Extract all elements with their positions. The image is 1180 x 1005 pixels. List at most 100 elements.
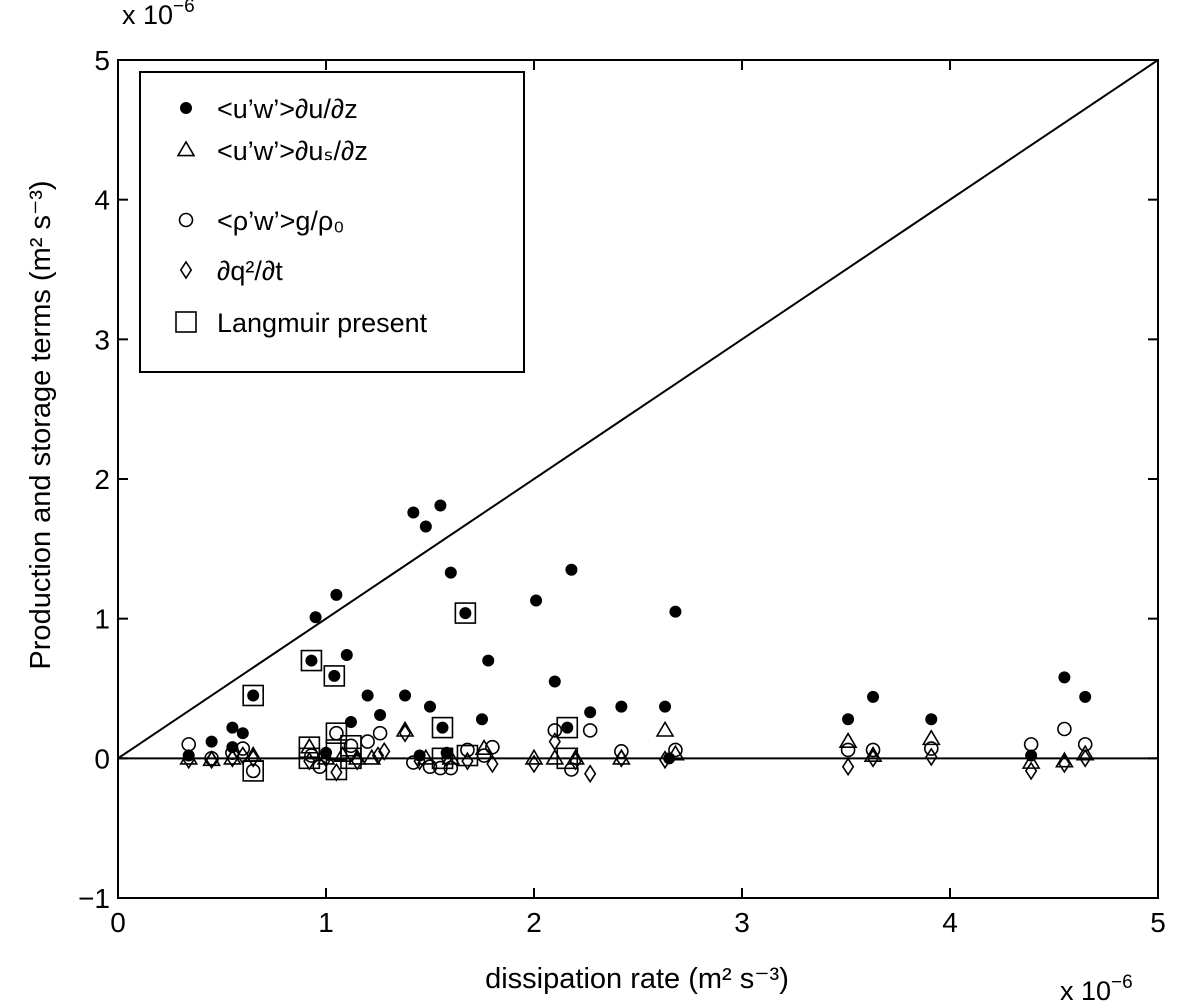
open-triangle-point: [474, 738, 494, 755]
open-square-point: [454, 602, 477, 624]
filled-circle-point: [236, 727, 249, 740]
open-circle-point: [406, 755, 421, 770]
filled-circle-point: [399, 689, 412, 702]
open-square-point: [300, 649, 323, 672]
open-circle-point: [923, 741, 939, 756]
open-diamond-point: [205, 750, 218, 770]
filled-circle-point: [842, 713, 855, 726]
open-triangle-point: [1021, 752, 1041, 769]
open-triangle-point: [362, 748, 382, 765]
open-diamond-point: [486, 754, 499, 774]
open-circle-point: [422, 759, 438, 775]
filled-circle-point: [407, 506, 420, 519]
open-circle-point: [840, 742, 856, 758]
filled-circle-point: [309, 611, 322, 624]
open-diamond-point: [841, 757, 855, 777]
open-circle-point: [668, 742, 683, 758]
filled-circle-point: [424, 700, 436, 713]
filled-circle-point: [361, 689, 374, 702]
filled-circle-point: [925, 713, 938, 726]
open-triangle-point: [524, 748, 544, 765]
open-diamond-point: [866, 748, 880, 768]
open-triangle-point: [655, 720, 675, 737]
open-diamond-point: [226, 748, 239, 768]
filled-circle-point: [459, 607, 472, 620]
filled-circle-point: [482, 654, 495, 667]
open-triangle-point: [1055, 751, 1074, 768]
open-diamond-point: [182, 750, 195, 770]
filled-circle-point: [226, 741, 239, 754]
open-diamond-point: [584, 764, 597, 784]
open-triangle-point: [921, 729, 941, 746]
legend-label: Langmuir present: [217, 308, 428, 338]
filled-circle-point: [584, 706, 597, 719]
open-square-point: [325, 722, 348, 744]
legend-marker-open-triangle: [176, 140, 196, 157]
open-square-point: [242, 760, 264, 782]
open-triangle-point: [666, 744, 685, 761]
filled-circle-point: [344, 716, 357, 729]
legend-box: [139, 71, 525, 373]
open-diamond-point: [548, 732, 561, 752]
open-square-point: [242, 684, 264, 707]
open-circle-point: [343, 738, 359, 754]
open-diamond-point: [247, 748, 260, 768]
open-diamond-point: [1058, 754, 1071, 774]
open-diamond-point: [371, 746, 385, 766]
open-square-point: [431, 747, 454, 770]
x-tick-label: 0: [110, 907, 126, 938]
reference-lines: [117, 59, 1159, 760]
open-circle-point: [460, 742, 475, 758]
filled-circle-point: [659, 700, 672, 713]
open-circle-point: [614, 744, 629, 759]
legend-label: <u’w’>∂u/∂z: [217, 94, 358, 124]
legend-marker-open-diamond: [179, 260, 193, 280]
filled-circle-point: [330, 588, 343, 601]
x-tick-label: 4: [942, 907, 958, 938]
filled-circle-point: [419, 520, 432, 533]
open-diamond-point: [1079, 748, 1092, 768]
open-circle-point: [476, 748, 492, 763]
open-circle-point: [245, 763, 261, 779]
open-square-point: [298, 747, 321, 770]
y-tick-label: 1: [94, 604, 110, 635]
legend-marker-open-circle: [178, 212, 194, 228]
filled-circle-point: [561, 721, 574, 734]
filled-circle-point: [226, 721, 239, 734]
open-square-point: [556, 716, 579, 739]
open-square-point: [298, 736, 321, 758]
y-tick-label: 5: [94, 45, 110, 76]
filled-circle-point: [530, 594, 543, 607]
open-square-point: [556, 747, 579, 770]
open-diamond-point: [378, 741, 391, 761]
y-tick-label: 0: [94, 743, 110, 774]
filled-circle-point: [374, 709, 387, 722]
filled-circle-point: [328, 669, 341, 682]
legend: <u’w’>∂u/∂z <u’w’>∂uₛ/∂z <ρ’w’>g/ρ₀ ∂q²/∂t L…: [139, 71, 525, 373]
open-diamond-point: [615, 748, 628, 768]
open-diamond-point: [925, 747, 938, 767]
x-tick-label: 2: [526, 907, 542, 938]
filled-circle-point: [247, 689, 260, 702]
open-circle-point: [1023, 737, 1039, 752]
open-circle-point: [1057, 721, 1072, 737]
x-tick-label: 1: [318, 907, 334, 938]
open-square-point: [340, 734, 362, 757]
x-tick-label: 3: [734, 907, 750, 938]
legend-marker-open-square: [175, 311, 197, 333]
filled-circle-point: [340, 648, 353, 661]
open-square-point: [340, 747, 362, 770]
y-tick-label: 2: [94, 464, 110, 495]
filled-circle-point: [615, 700, 628, 713]
one-to-one-line: [117, 59, 1159, 760]
filled-circle-point: [476, 713, 488, 726]
legend-label: ∂q²/∂t: [217, 256, 283, 286]
legend-label: <u’w’>∂uₛ/∂z: [217, 136, 368, 166]
open-triangle-point: [1075, 744, 1095, 761]
open-circle-point: [360, 734, 375, 749]
open-diamond-point: [413, 751, 426, 771]
open-square-point: [325, 758, 348, 781]
open-square-point: [323, 665, 346, 687]
filled-circle-point: [205, 735, 218, 748]
open-diamond-point: [398, 723, 412, 743]
